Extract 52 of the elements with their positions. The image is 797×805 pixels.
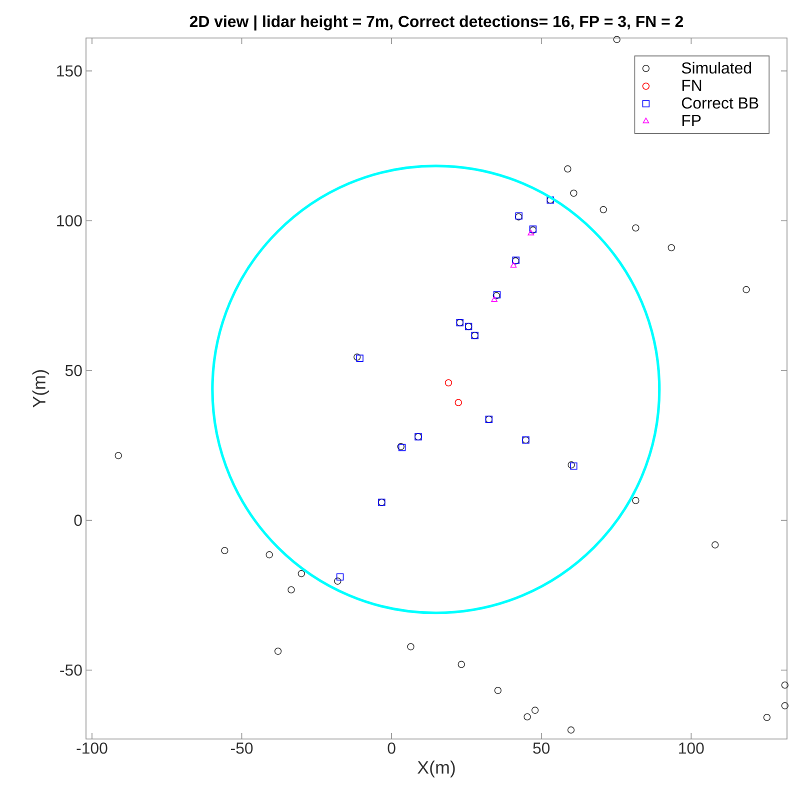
point xyxy=(564,165,572,173)
point xyxy=(356,354,364,362)
point xyxy=(570,462,578,470)
y-tick-label: 100 xyxy=(57,215,82,226)
point xyxy=(763,714,771,722)
point xyxy=(531,706,539,714)
x-axis-title: X(m) xyxy=(417,760,455,778)
legend-label: Correct BB xyxy=(682,97,758,109)
y-tick-label: -50 xyxy=(60,664,82,676)
y-tick-label: 0 xyxy=(74,514,82,526)
legend-label: FP xyxy=(682,114,701,126)
point xyxy=(600,206,607,214)
point xyxy=(334,578,342,585)
point xyxy=(632,224,640,232)
point xyxy=(570,190,578,197)
point xyxy=(298,570,305,578)
point xyxy=(454,398,462,406)
point xyxy=(742,286,750,294)
y-axis-title: Y(m) xyxy=(32,370,50,408)
point xyxy=(668,244,675,252)
point xyxy=(524,713,531,720)
x-tick-label: 100 xyxy=(679,742,704,754)
chart-title: 2D view | lidar height = 7m, Correct detections= 16, FP = 3, FN = 2 xyxy=(190,15,684,30)
point xyxy=(528,230,534,236)
legend-label: FN xyxy=(682,80,702,91)
point xyxy=(114,452,122,460)
point xyxy=(458,660,465,668)
point xyxy=(491,296,498,302)
point xyxy=(444,379,452,386)
point xyxy=(781,702,789,710)
point xyxy=(274,648,282,655)
point xyxy=(632,496,640,504)
point xyxy=(221,546,228,554)
point xyxy=(494,686,502,694)
point xyxy=(288,586,295,594)
point xyxy=(407,643,414,650)
legend-label: Simulated xyxy=(682,62,751,74)
point xyxy=(336,573,344,581)
point xyxy=(568,461,575,468)
x-tick-label: -100 xyxy=(76,742,108,754)
point xyxy=(354,353,361,361)
x-tick-label: -50 xyxy=(230,742,253,754)
point xyxy=(567,726,575,734)
y-tick-label: 50 xyxy=(65,364,82,376)
point xyxy=(712,541,719,548)
point xyxy=(781,681,789,689)
point xyxy=(613,36,620,44)
x-tick-label: 50 xyxy=(533,742,550,754)
point xyxy=(510,262,517,268)
point xyxy=(266,551,273,558)
y-tick-label: 150 xyxy=(57,65,82,77)
x-tick-label: 0 xyxy=(388,742,396,754)
